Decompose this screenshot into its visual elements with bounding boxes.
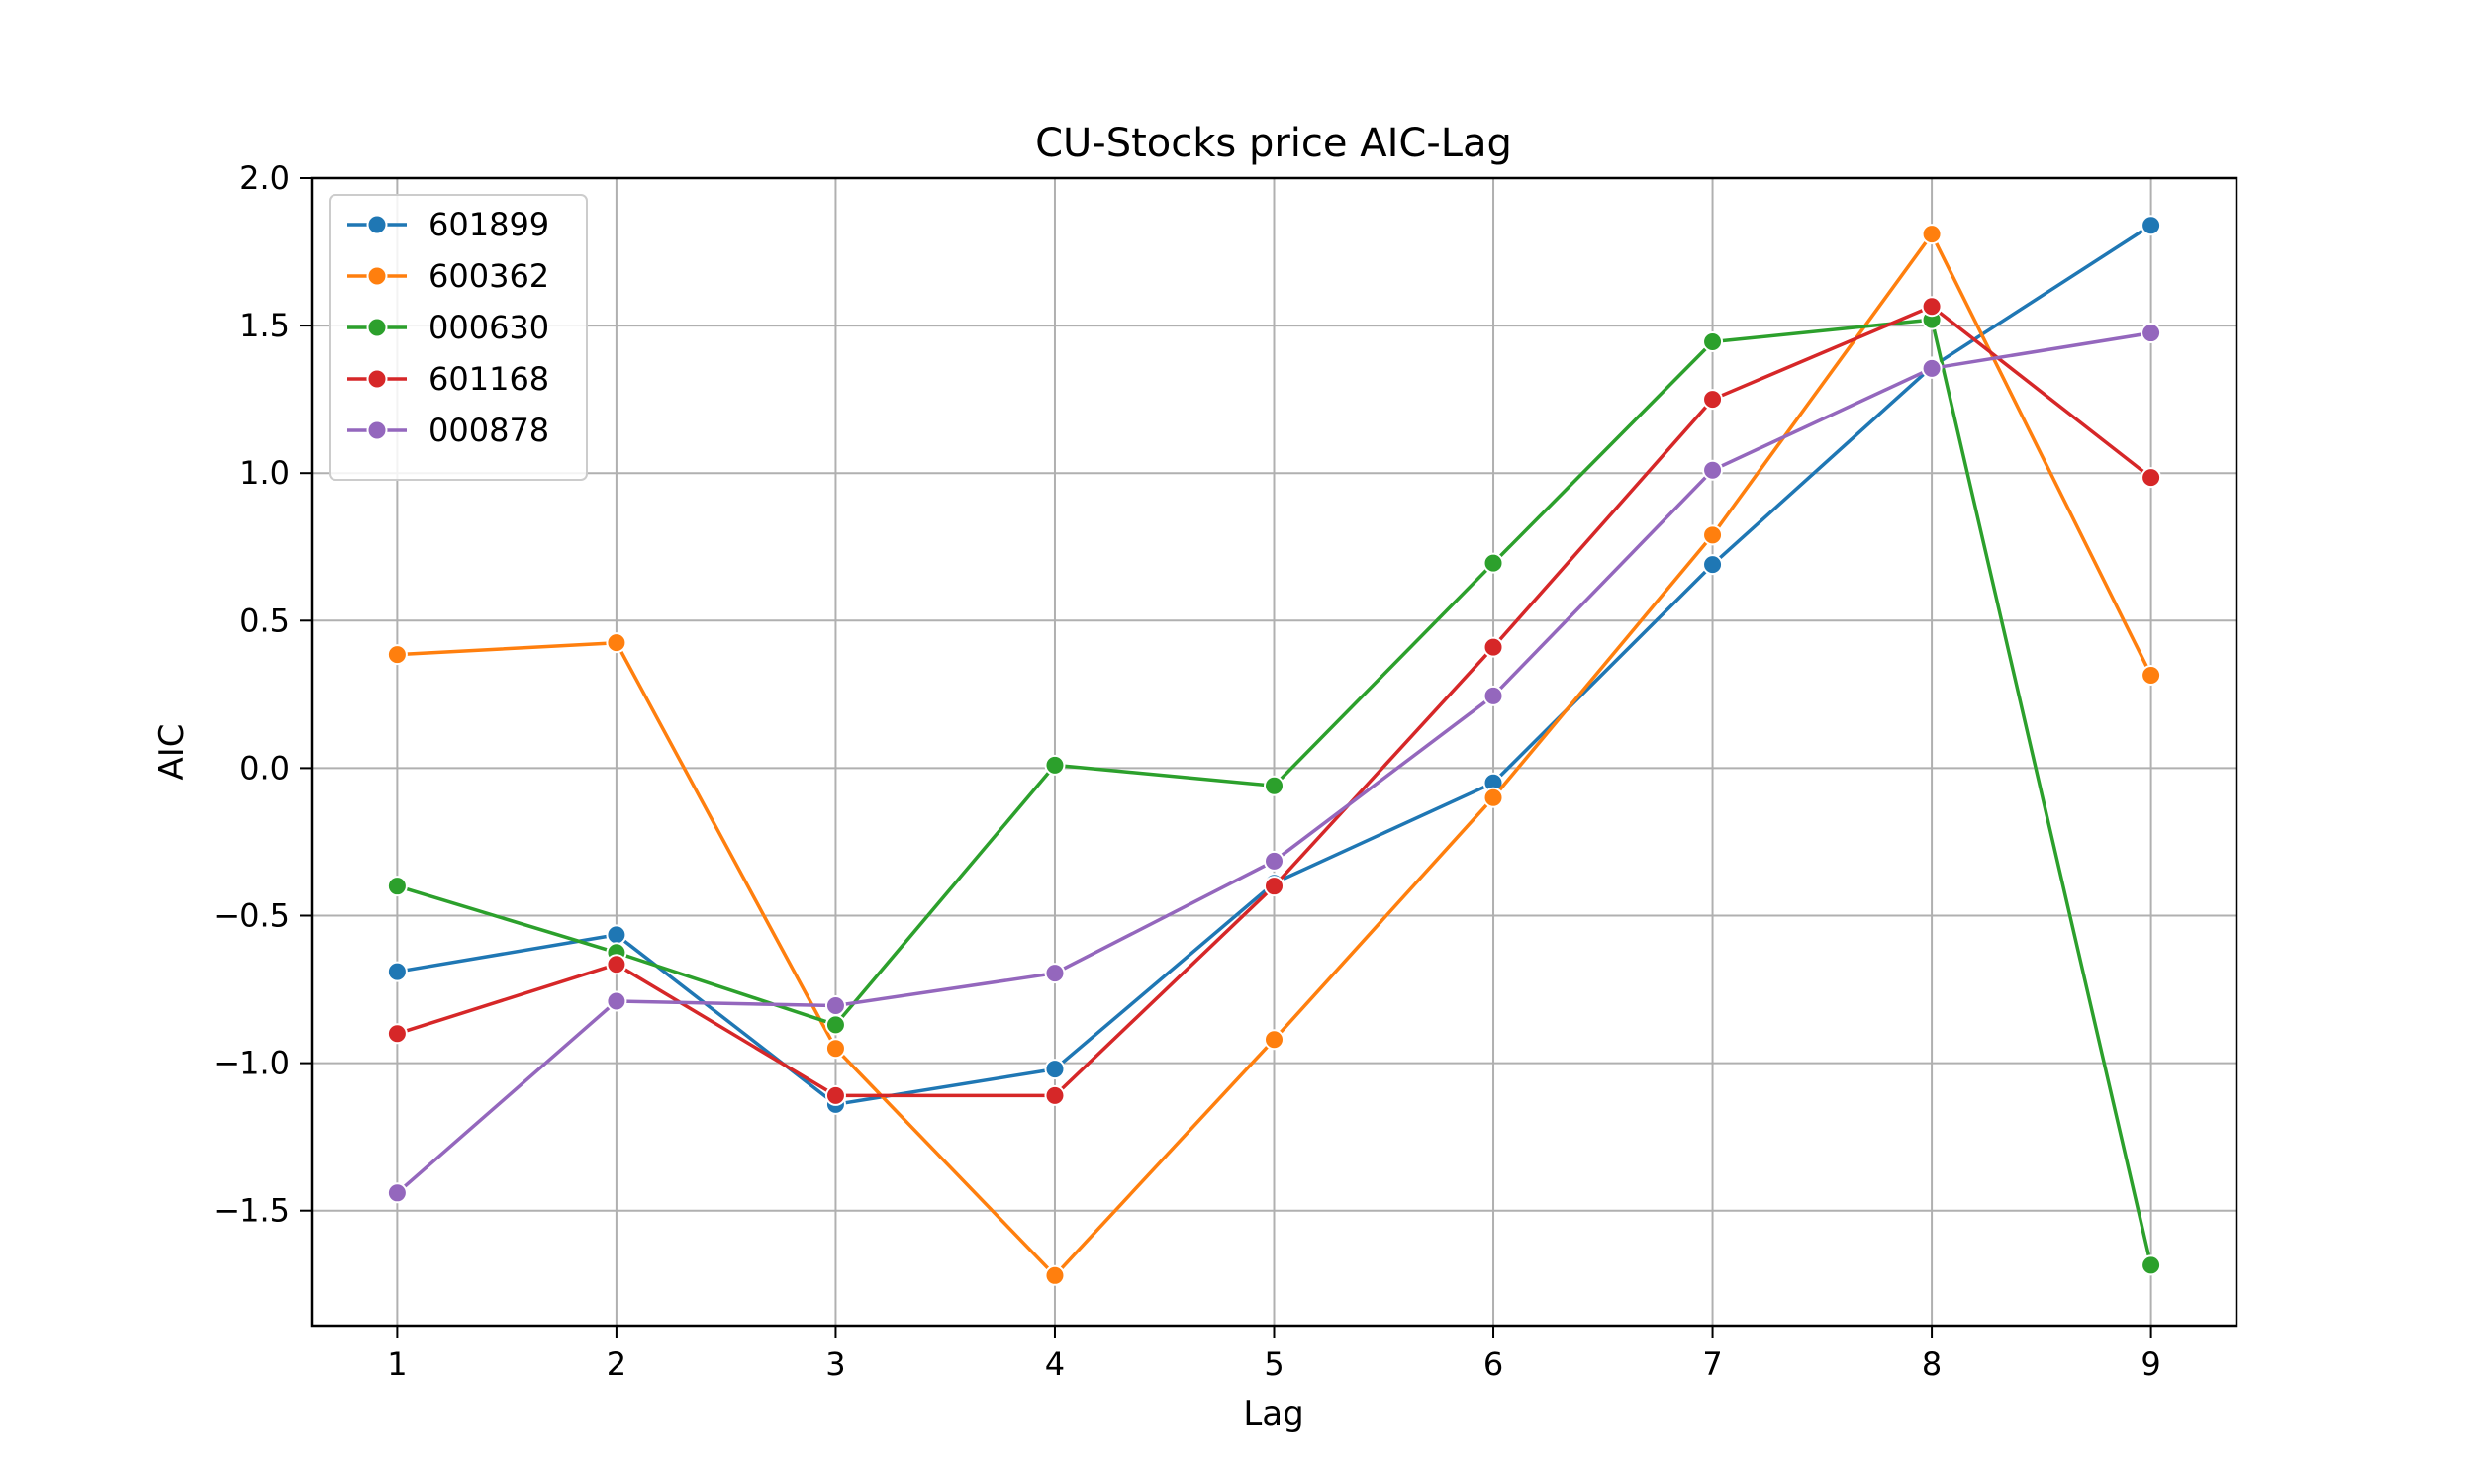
data-point-000630 xyxy=(824,1014,846,1036)
data-point-601899 xyxy=(606,924,627,946)
y-tick-label: 2.0 xyxy=(239,159,290,197)
series-000878 xyxy=(386,323,2162,1204)
data-point-000878 xyxy=(1044,963,1066,984)
data-point-600362 xyxy=(386,644,408,666)
legend-label-601899: 601899 xyxy=(428,206,549,243)
data-point-000878 xyxy=(1702,459,1724,481)
legend-label-000878: 000878 xyxy=(428,412,549,449)
data-point-000630 xyxy=(1702,331,1724,353)
y-tick-label: 1.0 xyxy=(239,454,290,492)
data-point-601899 xyxy=(386,961,408,982)
x-axis-ticks: 1 2 3 4 5 6 7 8 9 xyxy=(387,1326,2161,1383)
data-point-600362 xyxy=(1921,224,1943,245)
data-point-000878 xyxy=(2141,323,2162,344)
legend: 601899 600362 000630 601168 000878 xyxy=(329,194,588,481)
x-tick-label: 5 xyxy=(1264,1345,1284,1383)
legend-marker-600362 xyxy=(366,265,388,287)
series-lines xyxy=(386,215,2162,1286)
series-600362 xyxy=(386,224,2162,1286)
data-point-600362 xyxy=(1044,1264,1066,1286)
x-tick-label: 4 xyxy=(1045,1345,1065,1383)
legend-label-601168: 601168 xyxy=(428,360,549,398)
x-tick-label: 3 xyxy=(825,1345,845,1383)
legend-box xyxy=(329,194,588,481)
data-point-601168 xyxy=(386,1023,408,1045)
y-tick-label: 1.5 xyxy=(239,307,290,344)
data-point-601168 xyxy=(824,1084,846,1106)
data-point-601168 xyxy=(1702,389,1724,411)
data-point-601168 xyxy=(1921,296,1943,318)
data-point-601899 xyxy=(1044,1059,1066,1080)
legend-marker-601899 xyxy=(366,214,388,235)
y-tick-label: −1.0 xyxy=(213,1045,290,1082)
data-point-600362 xyxy=(2141,664,2162,686)
data-point-600362 xyxy=(606,632,627,654)
x-tick-label: 9 xyxy=(2141,1345,2160,1383)
data-point-601168 xyxy=(1264,876,1285,897)
data-point-601168 xyxy=(1482,636,1504,658)
data-point-601899 xyxy=(1702,554,1724,576)
x-tick-label: 1 xyxy=(387,1345,407,1383)
y-tick-label: −1.5 xyxy=(213,1192,290,1230)
y-axis-label: AIC xyxy=(152,723,192,780)
x-tick-label: 6 xyxy=(1483,1345,1503,1383)
legend-label-000630: 000630 xyxy=(428,309,549,346)
data-point-000630 xyxy=(1044,754,1066,776)
legend-marker-000878 xyxy=(366,419,388,441)
data-point-600362 xyxy=(824,1038,846,1060)
data-point-000878 xyxy=(386,1182,408,1204)
data-point-000878 xyxy=(1264,850,1285,872)
legend-marker-601168 xyxy=(366,368,388,390)
series-000630 xyxy=(386,309,2162,1276)
data-point-601168 xyxy=(606,954,627,975)
data-point-600362 xyxy=(1264,1029,1285,1051)
data-point-000630 xyxy=(1264,775,1285,796)
data-point-000630 xyxy=(386,876,408,897)
y-tick-label: 0.0 xyxy=(239,749,290,787)
data-point-000878 xyxy=(606,990,627,1012)
data-point-000878 xyxy=(1921,357,1943,379)
data-point-000630 xyxy=(1482,552,1504,574)
data-point-000630 xyxy=(2141,1254,2162,1276)
data-point-601168 xyxy=(2141,467,2162,489)
legend-marker-000630 xyxy=(366,317,388,338)
y-tick-label: −0.5 xyxy=(213,897,290,935)
y-tick-label: 0.5 xyxy=(239,602,290,639)
y-axis-ticks: 2.0 1.5 1.0 0.5 0.0 −0.5 −1.0 −1.5 xyxy=(213,159,312,1230)
legend-label-600362: 600362 xyxy=(428,257,549,295)
x-tick-label: 2 xyxy=(607,1345,626,1383)
data-point-600362 xyxy=(1702,524,1724,546)
data-point-000878 xyxy=(824,994,846,1016)
series-601168 xyxy=(386,296,2162,1106)
chart-title: CU-Stocks price AIC-Lag xyxy=(1035,121,1512,166)
x-axis-label: Lag xyxy=(1243,1394,1303,1434)
x-tick-label: 8 xyxy=(1922,1345,1942,1383)
data-point-601168 xyxy=(1044,1084,1066,1106)
data-point-600362 xyxy=(1482,787,1504,808)
x-tick-label: 7 xyxy=(1702,1345,1722,1383)
data-point-000878 xyxy=(1482,685,1504,706)
data-point-601899 xyxy=(2141,215,2162,236)
